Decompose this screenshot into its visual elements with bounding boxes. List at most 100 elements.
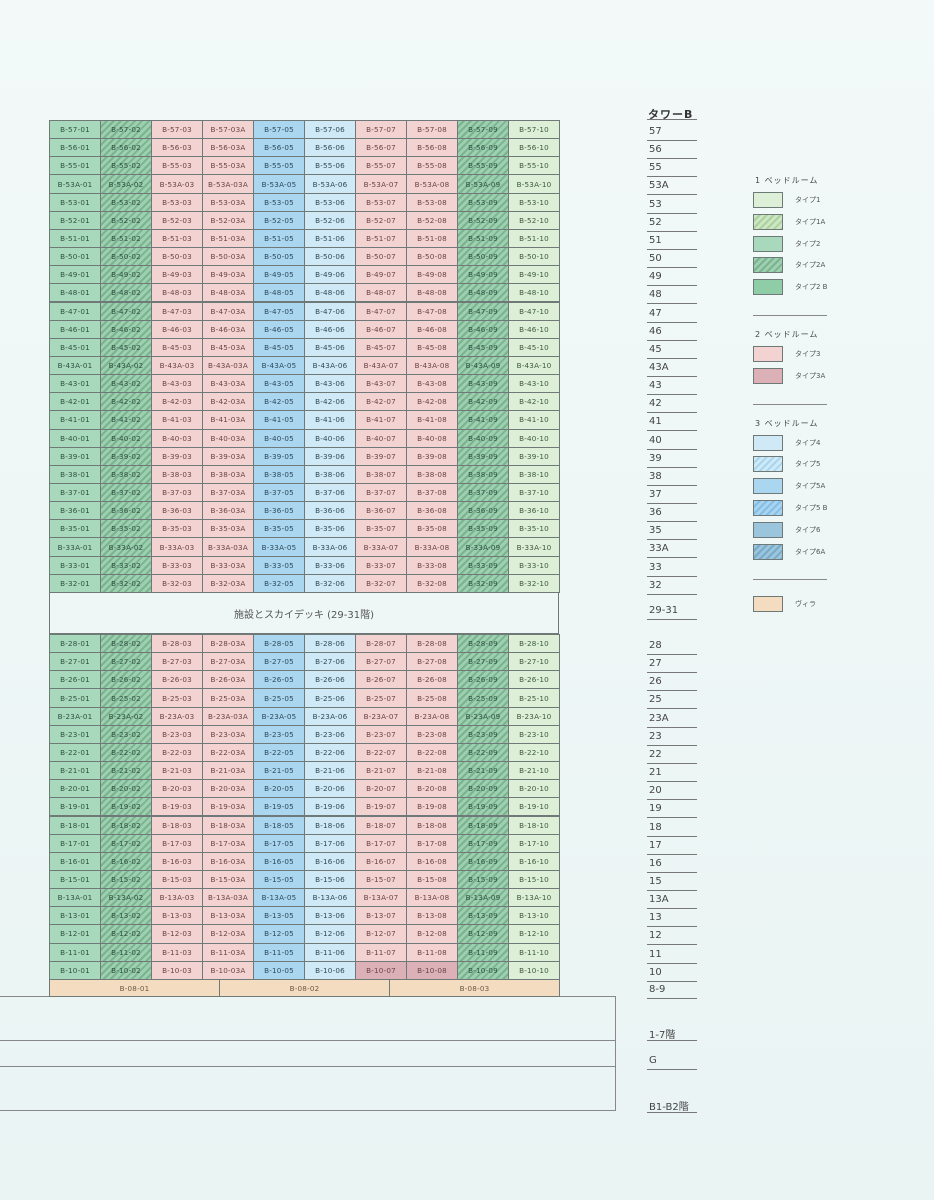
unit-cell: B-22-03 bbox=[151, 742, 203, 763]
floor-label: G bbox=[649, 1055, 657, 1066]
unit-cell: B-57-07 bbox=[355, 120, 407, 140]
unit-cell: B-41-09 bbox=[457, 410, 509, 430]
unit-cell: B-33A-03 bbox=[151, 537, 203, 557]
floor-label-underline bbox=[647, 762, 697, 764]
unit-cell: B-12-10 bbox=[508, 924, 560, 944]
legend-swatch bbox=[753, 500, 783, 516]
floor-label: 43 bbox=[649, 380, 662, 392]
unit-cell: B-15-07 bbox=[355, 869, 407, 890]
unit-cell: B-53A-03A bbox=[202, 174, 254, 194]
unit-cell: B-43-07 bbox=[355, 374, 407, 394]
unit-cell: B-12-09 bbox=[457, 924, 509, 944]
unit-cell: B-33-07 bbox=[355, 555, 407, 575]
unit-cell: B-52-03 bbox=[151, 210, 203, 230]
unit-cell: B-50-01 bbox=[49, 247, 101, 267]
floor-label-underline bbox=[647, 835, 697, 837]
unit-cell: B-57-09 bbox=[457, 120, 509, 140]
unit-cell: B-52-03A bbox=[202, 210, 254, 230]
unit-cell: B-13-08 bbox=[406, 906, 458, 926]
unit-cell: B-23A-02 bbox=[100, 706, 152, 726]
unit-cell: B-28-05 bbox=[253, 634, 305, 654]
floor-label-underline bbox=[647, 654, 697, 655]
unit-cell: B-43-09 bbox=[457, 374, 509, 394]
unit-cell: B-26-03A bbox=[202, 670, 254, 690]
unit-cell: B-55-10 bbox=[508, 156, 560, 176]
unit-cell: B-12-02 bbox=[100, 924, 152, 944]
unit-cell: B-22-03A bbox=[202, 742, 254, 763]
unit-cell: B-33A-06 bbox=[304, 537, 356, 557]
unit-cell: B-55-07 bbox=[355, 156, 407, 176]
unit-cell: B-11-10 bbox=[508, 942, 560, 962]
unit-cell: B-40-02 bbox=[100, 428, 152, 448]
unit-cell: B-51-03A bbox=[202, 228, 254, 249]
unit-cell: B-23-03 bbox=[151, 724, 203, 744]
unit-cell: B-42-08 bbox=[406, 392, 458, 412]
unit-cell: B-56-10 bbox=[508, 138, 560, 158]
floor-label: 27 bbox=[649, 658, 662, 670]
unit-cell: B-45-02 bbox=[100, 337, 152, 357]
unit-cell: B-43-06 bbox=[304, 374, 356, 394]
unit-cell: B-12-06 bbox=[304, 924, 356, 944]
unit-cell: B-39-09 bbox=[457, 446, 509, 466]
floor-label: 33A bbox=[649, 543, 669, 555]
legend-separator bbox=[753, 315, 827, 316]
floor-label: 18 bbox=[649, 821, 662, 833]
floor-label-underline bbox=[647, 726, 697, 728]
unit-cell: B-11-05 bbox=[253, 942, 305, 962]
unit-cell: B-19-07 bbox=[355, 797, 407, 817]
unit-cell: B-23-02 bbox=[100, 724, 152, 744]
unit-cell: B-27-08 bbox=[406, 652, 458, 672]
floor-label: 15 bbox=[649, 875, 662, 887]
unit-cell: B-35-01 bbox=[49, 519, 101, 539]
floor-label-underline bbox=[647, 980, 697, 982]
unit-cell: B-56-03A bbox=[202, 138, 254, 158]
unit-cell: B-49-02 bbox=[100, 265, 152, 285]
floor-label-underline bbox=[647, 557, 697, 559]
unit-cell: B-13A-05 bbox=[253, 888, 305, 908]
unit-cell: B-13-09 bbox=[457, 906, 509, 926]
floor-label: 20 bbox=[649, 785, 662, 797]
unit-cell: B-55-09 bbox=[457, 156, 509, 176]
unit-cell: B-35-08 bbox=[406, 519, 458, 539]
unit-cell: B-21-08 bbox=[406, 761, 458, 781]
legend-label: タイプ6 bbox=[795, 525, 821, 534]
unit-cell: B-56-09 bbox=[457, 138, 509, 158]
unit-cell: B-35-10 bbox=[508, 519, 560, 539]
unit-cell: B-23A-09 bbox=[457, 706, 509, 726]
unit-cell: B-39-01 bbox=[49, 446, 101, 466]
unit-cell: B-42-07 bbox=[355, 392, 407, 412]
unit-cell: B-35-03 bbox=[151, 519, 203, 539]
floor-label-underline bbox=[647, 593, 697, 595]
unit-cell: B-47-09 bbox=[457, 301, 509, 321]
unit-cell: B-33A-10 bbox=[508, 537, 560, 557]
unit-cell: B-45-09 bbox=[457, 337, 509, 357]
floor-label-underline bbox=[647, 158, 697, 160]
unit-cell: B-17-08 bbox=[406, 833, 458, 853]
unit-cell: B-19-09 bbox=[457, 797, 509, 817]
unit-cell: B-18-03A bbox=[202, 815, 254, 835]
unit-cell: B-42-05 bbox=[253, 392, 305, 412]
unit-cell: B-56-06 bbox=[304, 138, 356, 158]
unit-cell: B-40-01 bbox=[49, 428, 101, 448]
unit-cell: B-25-02 bbox=[100, 688, 152, 708]
floor-label: 11 bbox=[649, 948, 662, 960]
unit-cell: B-20-08 bbox=[406, 779, 458, 799]
unit-cell: B-11-09 bbox=[457, 942, 509, 962]
floor-label: 49 bbox=[649, 271, 662, 283]
unit-cell: B-11-08 bbox=[406, 942, 458, 962]
unit-cell: B-53A-05 bbox=[253, 174, 305, 194]
unit-cell: B-50-03A bbox=[202, 247, 254, 267]
unit-cell: B-47-06 bbox=[304, 301, 356, 321]
floor-label: 23 bbox=[649, 730, 662, 742]
unit-cell: B-33A-01 bbox=[49, 537, 101, 557]
unit-cell: B-46-03 bbox=[151, 319, 203, 339]
unit-cell: B-33A-08 bbox=[406, 537, 458, 557]
unit-cell: B-13A-06 bbox=[304, 888, 356, 908]
unit-cell: B-53-03A bbox=[202, 192, 254, 212]
unit-cell: B-51-07 bbox=[355, 228, 407, 249]
floor-label: 55 bbox=[649, 162, 662, 174]
legend-label: タイプ3A bbox=[795, 371, 826, 380]
unit-cell: B-16-10 bbox=[508, 851, 560, 871]
floor-label-underline bbox=[647, 394, 697, 396]
unit-cell: B-50-02 bbox=[100, 247, 152, 267]
